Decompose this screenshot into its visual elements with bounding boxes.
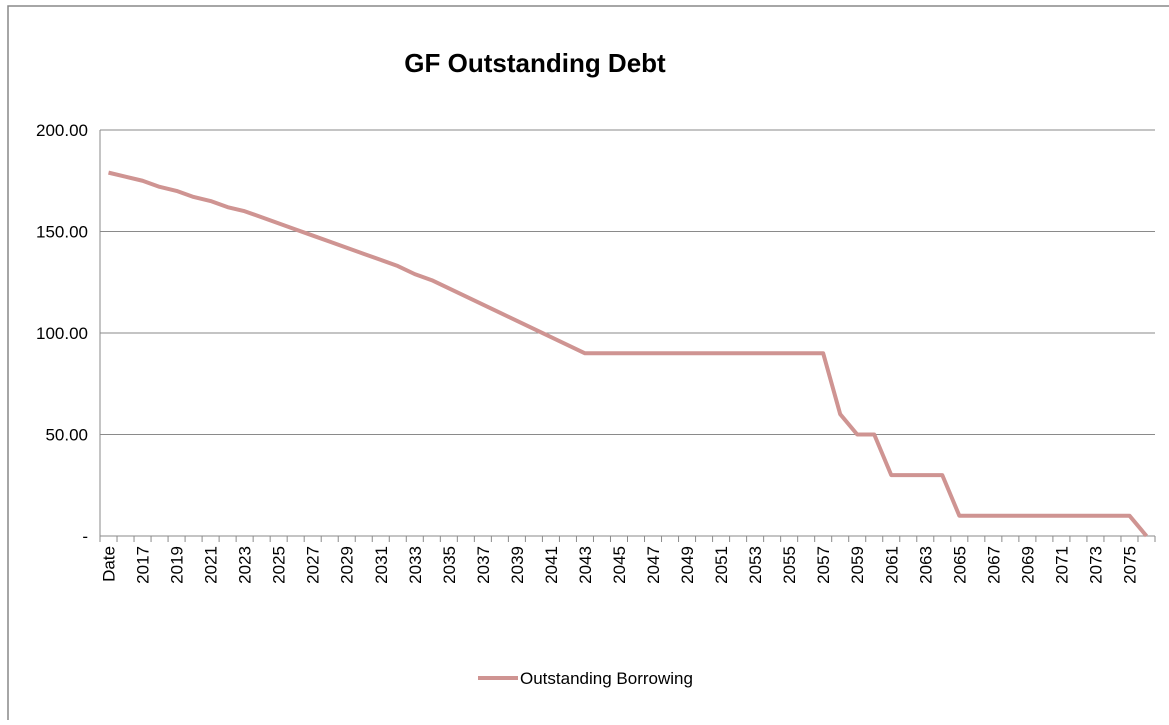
- x-tick-label: 2071: [1052, 546, 1071, 584]
- x-tick-label: 2045: [610, 546, 629, 584]
- x-tick-label: 2033: [406, 546, 425, 584]
- x-tick-label: 2019: [168, 546, 187, 584]
- x-tick-label: 2075: [1120, 546, 1139, 584]
- x-tick-label: 2035: [440, 546, 459, 584]
- x-tick-label: 2065: [950, 546, 969, 584]
- x-tick-label: 2069: [1018, 546, 1037, 584]
- line-series: [108, 170, 1149, 538]
- x-tick-label: 2067: [984, 546, 1003, 584]
- x-tick-label: 2051: [712, 546, 731, 584]
- x-tick-label: 2031: [372, 546, 391, 584]
- x-tick-label: 2049: [678, 546, 697, 584]
- x-tick-label: 2053: [746, 546, 765, 584]
- y-tick-label: 150.00: [36, 223, 88, 242]
- x-tick-label: 2025: [270, 546, 289, 584]
- x-tick-label: Date: [100, 546, 119, 582]
- x-tick-label: 2023: [236, 546, 255, 584]
- chart-frame: [7, 5, 1169, 725]
- x-tick-label: 2029: [338, 546, 357, 584]
- x-tick-label: 2017: [134, 546, 153, 584]
- x-tick-label: 2057: [814, 546, 833, 584]
- y-tick-label: 100.00: [36, 324, 88, 343]
- legend-label: Outstanding Borrowing: [520, 669, 693, 688]
- x-tick-label: 2039: [508, 546, 527, 584]
- y-tick-label: 200.00: [36, 121, 88, 140]
- x-tick-label: 2043: [576, 546, 595, 584]
- x-tick-label: 2073: [1086, 546, 1105, 584]
- x-tick-label: 2061: [882, 546, 901, 584]
- x-tick-label: 2047: [644, 546, 663, 584]
- x-tick-label: 2027: [304, 546, 323, 584]
- x-tick-label: 2037: [474, 546, 493, 584]
- x-tick-label: 2021: [202, 546, 221, 584]
- y-tick-label: 50.00: [45, 426, 88, 445]
- x-tick-label: 2041: [542, 546, 561, 584]
- x-tick-label: 2063: [916, 546, 935, 584]
- chart-title: GF Outstanding Debt: [404, 48, 666, 78]
- y-tick-label: -: [82, 527, 88, 546]
- x-tick-label: 2055: [780, 546, 799, 584]
- x-tick-label: 2059: [848, 546, 867, 584]
